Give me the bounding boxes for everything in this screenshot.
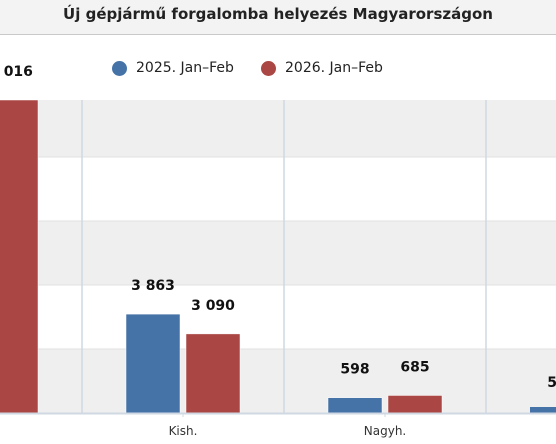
x-tick-label: Nagyh. [364,424,406,438]
bar-2026 [0,99,39,414]
grid-band [0,100,556,157]
chart-title: Új gépjármű forgalomba helyezés Magyaror… [63,5,493,23]
legend-marker-2026 [261,61,276,76]
data-label: 598 [340,362,369,378]
legend-label-2025: 2025. Jan–Feb [136,60,234,76]
x-tick-label: Kish. [169,424,198,438]
grid-band [0,349,556,413]
legend-marker-2025 [112,61,127,76]
legend: 2025. Jan–Feb 2026. Jan–Feb [0,58,556,82]
data-label: 3 090 [191,298,235,314]
bar-2025 [125,313,181,414]
bar-2026 [387,395,443,414]
bar-2026 [185,333,241,414]
title-bar: Új gépjármű forgalomba helyezés Magyaror… [0,0,556,35]
grid-band [0,221,556,285]
data-label: 9 016 [0,64,33,80]
legend-label-2026: 2026. Jan–Feb [285,60,383,76]
bar-2025 [327,397,383,414]
bar-2025 [530,407,556,413]
data-label: 50 [547,375,556,391]
data-label: 685 [400,359,429,375]
data-label: 3 863 [131,278,175,294]
